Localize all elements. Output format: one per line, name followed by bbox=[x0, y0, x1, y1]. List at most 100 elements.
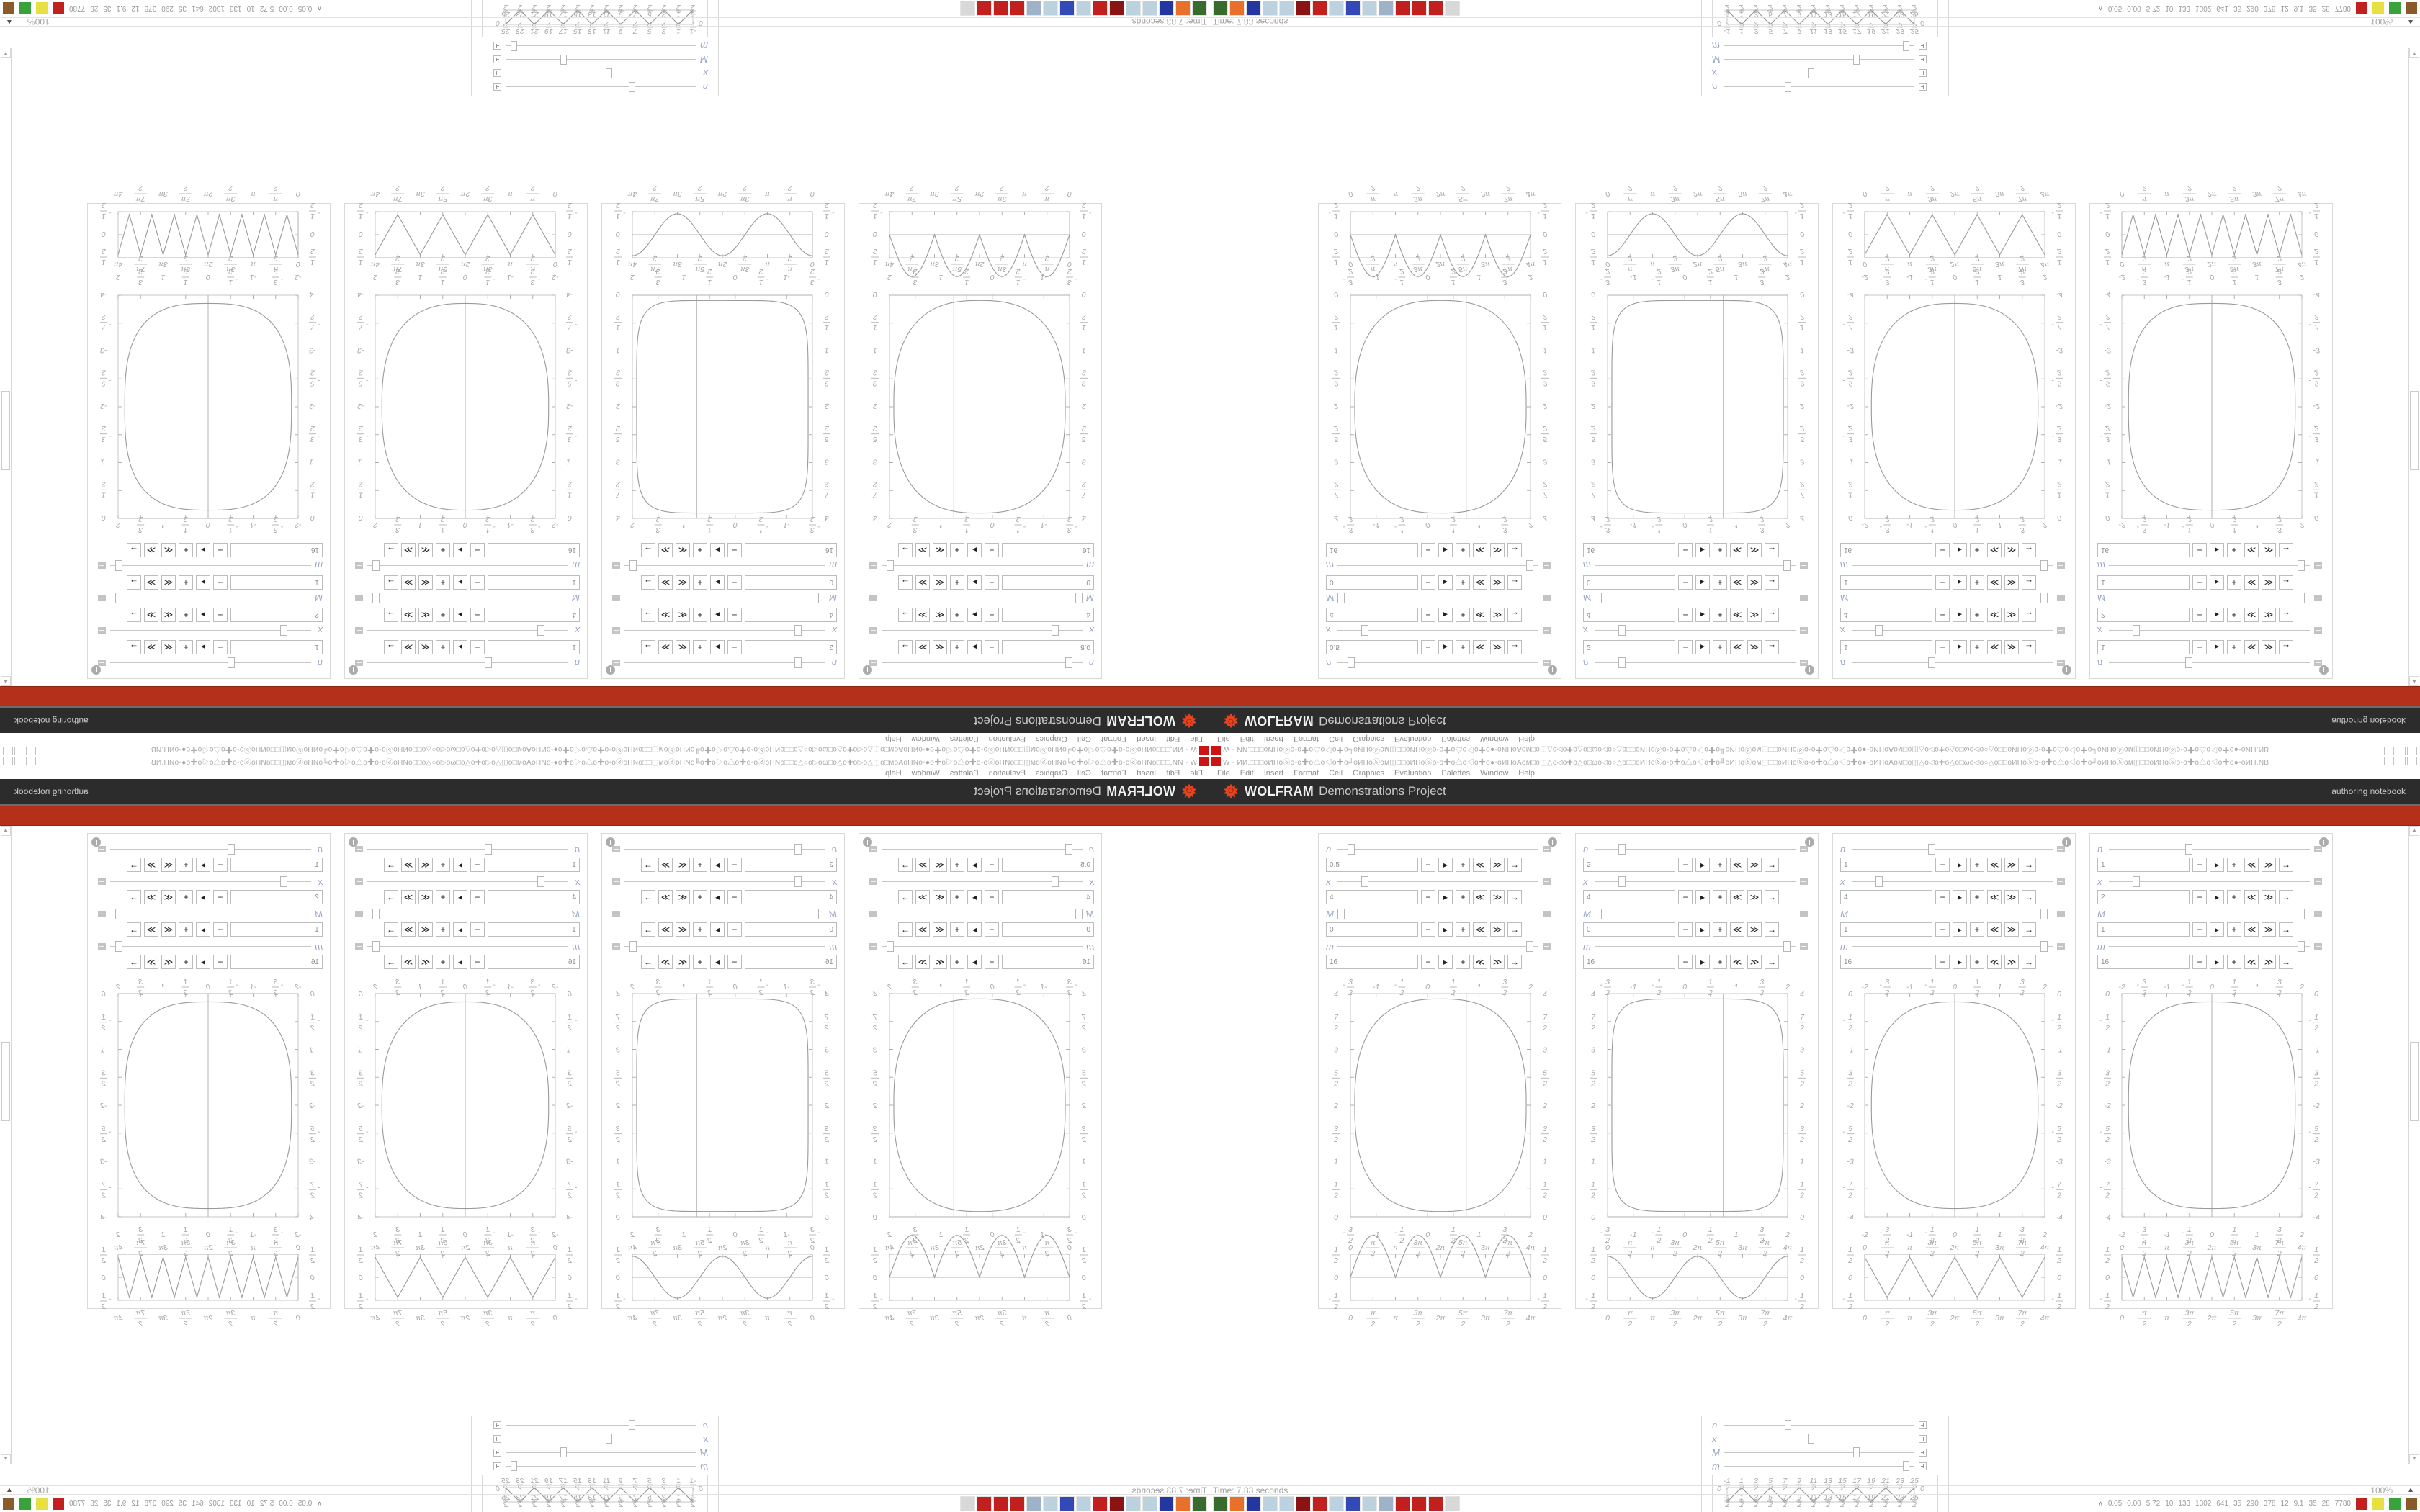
svg-text:0: 0 bbox=[1605, 260, 1610, 269]
svg-text:7π: 7π bbox=[650, 1309, 660, 1318]
svg-text:-2: -2 bbox=[2056, 1102, 2062, 1110]
svg-text:2: 2 bbox=[1505, 1320, 1510, 1328]
svg-text:2: 2 bbox=[2042, 273, 2047, 282]
svg-text:2π: 2π bbox=[2207, 1243, 2218, 1252]
svg-text:1: 1 bbox=[616, 1180, 620, 1189]
svg-text:1: 1 bbox=[1800, 346, 1804, 355]
svg-text:0: 0 bbox=[1067, 260, 1072, 269]
svg-text:2: 2 bbox=[2187, 184, 2192, 192]
svg-text:4π: 4π bbox=[2040, 1243, 2051, 1252]
svg-text:3: 3 bbox=[1348, 1225, 1353, 1234]
svg-text:2π: 2π bbox=[1950, 1243, 1960, 1252]
svg-text:1: 1 bbox=[1848, 1292, 1852, 1300]
svg-text:-: - bbox=[1343, 523, 1345, 531]
svg-text:2: 2 bbox=[138, 1320, 143, 1328]
svg-text:-: - bbox=[2137, 1228, 2140, 1237]
svg-text:7: 7 bbox=[358, 1180, 363, 1189]
svg-text:0: 0 bbox=[1348, 260, 1353, 269]
svg-text:4π: 4π bbox=[2298, 1243, 2308, 1252]
svg-text:-: - bbox=[766, 981, 768, 989]
svg-text:1: 1 bbox=[359, 1292, 363, 1300]
svg-text:2: 2 bbox=[359, 312, 364, 321]
svg-text:2: 2 bbox=[1528, 521, 1533, 529]
svg-text:7π: 7π bbox=[1503, 265, 1513, 274]
svg-text:2: 2 bbox=[2105, 480, 2110, 488]
svg-text:0: 0 bbox=[1425, 521, 1430, 529]
svg-text:-1: -1 bbox=[100, 458, 107, 467]
svg-text:0: 0 bbox=[553, 260, 557, 269]
svg-text:1: 1 bbox=[1591, 1158, 1595, 1166]
svg-text:π: π bbox=[529, 194, 535, 203]
svg-text:1: 1 bbox=[1451, 278, 1456, 287]
svg-text:3: 3 bbox=[1885, 1225, 1889, 1234]
svg-text:-1: -1 bbox=[1906, 1230, 1913, 1239]
svg-text:π: π bbox=[272, 265, 278, 274]
svg-text:2: 2 bbox=[310, 1079, 315, 1088]
svg-text:5: 5 bbox=[825, 435, 829, 444]
svg-text:4π: 4π bbox=[113, 260, 123, 269]
svg-text:0: 0 bbox=[2057, 513, 2061, 522]
svg-text:π: π bbox=[1628, 265, 1634, 274]
svg-text:3π: 3π bbox=[1481, 189, 1491, 198]
svg-text:-: - bbox=[1652, 275, 1654, 284]
svg-text:3: 3 bbox=[1067, 1225, 1072, 1234]
svg-text:4: 4 bbox=[1543, 513, 1547, 522]
svg-text:-: - bbox=[1075, 523, 1077, 531]
svg-text:1: 1 bbox=[873, 1292, 877, 1300]
svg-text:-2: -2 bbox=[2118, 521, 2125, 529]
svg-text:5π: 5π bbox=[437, 1309, 447, 1318]
svg-text:-3: -3 bbox=[100, 346, 107, 355]
svg-text:-: - bbox=[2308, 1016, 2311, 1025]
svg-text:-2: -2 bbox=[1861, 273, 1868, 282]
svg-text:7: 7 bbox=[567, 323, 572, 332]
svg-text:7π: 7π bbox=[393, 265, 403, 274]
svg-text:3: 3 bbox=[395, 978, 400, 986]
svg-text:2: 2 bbox=[825, 201, 830, 210]
svg-text:0: 0 bbox=[1591, 290, 1595, 299]
svg-text:2: 2 bbox=[102, 1024, 107, 1032]
svg-text:1: 1 bbox=[1998, 1230, 2002, 1239]
svg-text:π: π bbox=[529, 1309, 535, 1318]
svg-text:3π: 3π bbox=[483, 1238, 493, 1247]
svg-text:-1: -1 bbox=[1041, 521, 1047, 529]
svg-text:1: 1 bbox=[759, 1225, 763, 1234]
svg-text:2: 2 bbox=[568, 1302, 573, 1311]
svg-text:5: 5 bbox=[568, 379, 572, 387]
svg-text:2: 2 bbox=[1370, 1320, 1375, 1328]
svg-text:1: 1 bbox=[102, 1246, 106, 1254]
svg-text:3π: 3π bbox=[158, 189, 168, 198]
svg-text:5π: 5π bbox=[951, 1238, 962, 1247]
svg-text:7: 7 bbox=[824, 1013, 829, 1022]
svg-text:-4: -4 bbox=[566, 1213, 573, 1222]
svg-text:2: 2 bbox=[2105, 1024, 2110, 1032]
svg-text:3: 3 bbox=[395, 526, 400, 534]
svg-text:-: - bbox=[318, 376, 321, 384]
svg-text:2: 2 bbox=[1528, 1230, 1533, 1239]
svg-text:3π: 3π bbox=[158, 1314, 168, 1323]
svg-text:2π: 2π bbox=[2207, 260, 2218, 269]
svg-text:0: 0 bbox=[568, 513, 572, 522]
svg-text:7: 7 bbox=[1543, 1013, 1548, 1022]
svg-text:0: 0 bbox=[810, 1314, 815, 1323]
svg-text:-2: -2 bbox=[309, 402, 315, 410]
svg-text:-: - bbox=[493, 523, 496, 531]
svg-text:1: 1 bbox=[2187, 1225, 2192, 1234]
svg-text:0: 0 bbox=[296, 1314, 300, 1323]
svg-text:7π: 7π bbox=[2017, 194, 2027, 203]
svg-text:2: 2 bbox=[2056, 1135, 2061, 1144]
svg-text:7: 7 bbox=[1848, 1180, 1853, 1189]
svg-text:1: 1 bbox=[2314, 258, 2318, 266]
svg-text:4: 4 bbox=[1800, 990, 1804, 999]
svg-text:3: 3 bbox=[1348, 978, 1353, 986]
svg-text:2π: 2π bbox=[2207, 189, 2218, 198]
svg-text:3π: 3π bbox=[2184, 265, 2195, 274]
svg-text:-: - bbox=[2182, 981, 2184, 989]
svg-text:5π: 5π bbox=[2230, 1238, 2240, 1247]
svg-text:7: 7 bbox=[615, 490, 620, 499]
svg-text:0: 0 bbox=[1848, 230, 1852, 238]
svg-text:π: π bbox=[1371, 1238, 1376, 1247]
svg-text:2: 2 bbox=[184, 1320, 189, 1328]
svg-text:1: 1 bbox=[1848, 212, 1852, 220]
svg-text:3π: 3π bbox=[1927, 1309, 1937, 1318]
svg-text:-2: -2 bbox=[566, 1102, 573, 1110]
